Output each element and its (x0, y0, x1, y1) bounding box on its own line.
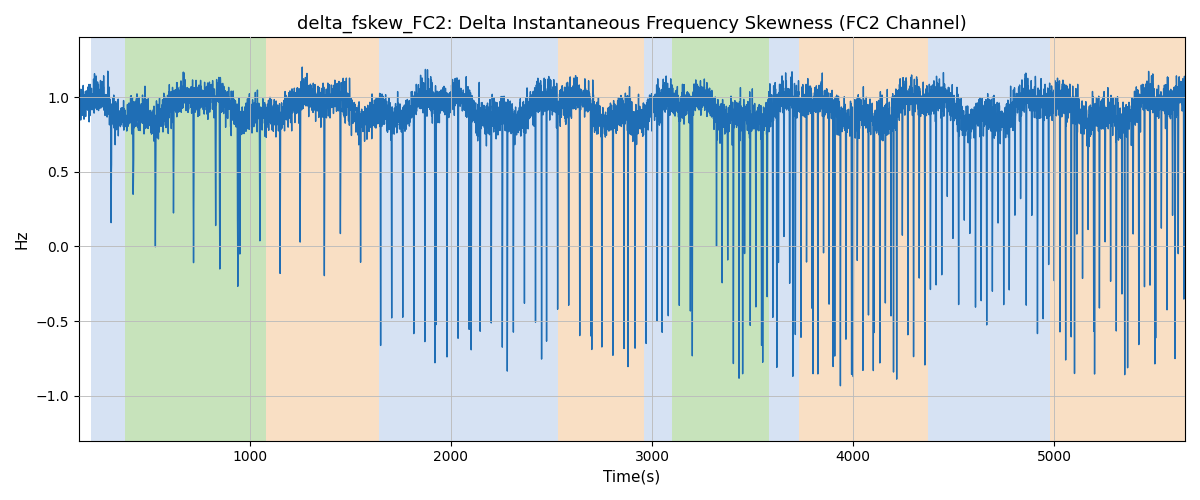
Bar (799, 38, 928, 440)
Bar (928, 38, 1050, 440)
Bar (1050, 38, 1186, 440)
Bar (91, 38, 125, 440)
Bar (125, 38, 266, 440)
Bar (769, 38, 799, 440)
Bar (413, 38, 558, 440)
Bar (558, 38, 644, 440)
Y-axis label: Hz: Hz (14, 230, 30, 249)
Bar (644, 38, 672, 440)
Bar (266, 38, 378, 440)
Bar (672, 38, 769, 440)
Bar (378, 38, 413, 440)
Title: delta_fskew_FC2: Delta Instantaneous Frequency Skewness (FC2 Channel): delta_fskew_FC2: Delta Instantaneous Fre… (298, 15, 967, 34)
X-axis label: Time(s): Time(s) (604, 470, 660, 485)
